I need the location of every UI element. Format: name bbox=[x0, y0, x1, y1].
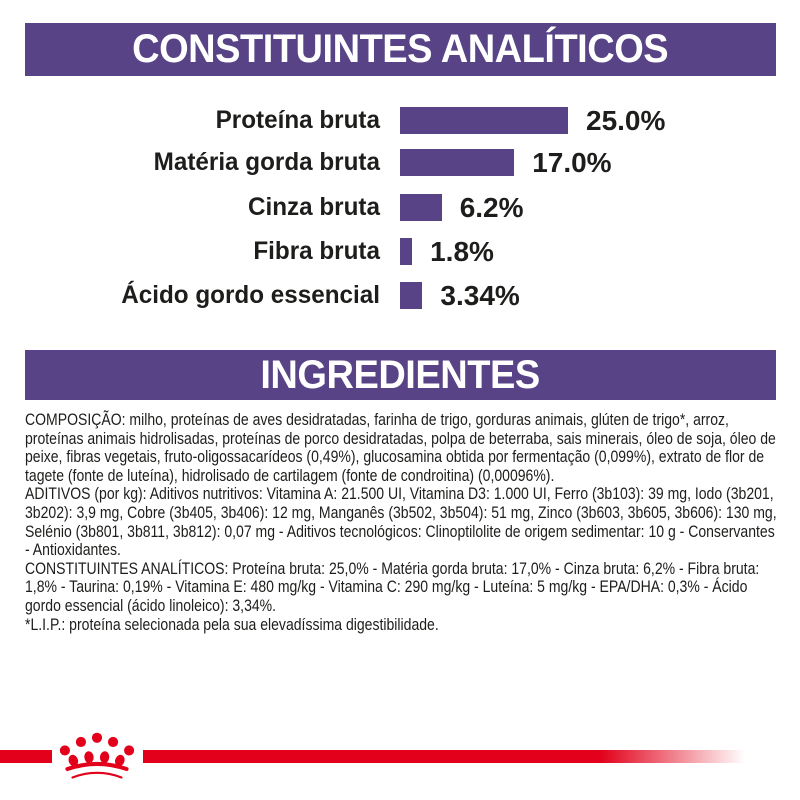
chart-bar bbox=[400, 107, 568, 134]
chart-category-label: Cinza bruta bbox=[247, 193, 380, 221]
chart-bar bbox=[400, 149, 515, 176]
chart-bar bbox=[400, 238, 413, 265]
royal-canin-crown-icon bbox=[59, 732, 135, 779]
analytical-constituents-title: CONSTITUINTES ANALÍTICOS bbox=[132, 27, 669, 71]
chart-row: Proteína bruta 25.0% bbox=[0, 104, 800, 136]
chart-value-label: 6.2% bbox=[459, 191, 524, 223]
chart-row: Matéria gorda bruta 17.0% bbox=[0, 146, 800, 178]
red-band-right-fade bbox=[143, 750, 745, 763]
additives-paragraph: ADITIVOS (por kg): Aditivos nutritivos: … bbox=[25, 485, 777, 560]
chart-value-label: 25.0% bbox=[586, 104, 666, 136]
composition-paragraph: COMPOSIÇÃO: milho, proteínas de aves des… bbox=[25, 411, 776, 485]
chart-row: Cinza bruta 6.2% bbox=[0, 191, 800, 223]
analytical-constituents-banner: CONSTITUINTES ANALÍTICOS bbox=[25, 23, 776, 76]
chart-category-label: Ácido gordo essencial bbox=[121, 281, 380, 309]
ingredients-title: INGREDIENTES bbox=[260, 352, 541, 397]
ingredients-text-block: COMPOSIÇÃO: milho, proteínas de aves des… bbox=[25, 411, 778, 634]
chart-category-label: Fibra bruta bbox=[253, 237, 380, 265]
chart-value-label: 17.0% bbox=[532, 146, 612, 178]
ingredients-banner: INGREDIENTES bbox=[25, 350, 776, 400]
lip-footnote-paragraph: *L.I.P.: proteína selecionada pela sua e… bbox=[25, 615, 439, 634]
red-band-left bbox=[0, 750, 52, 763]
analytical-constituents-chart: Proteína bruta 25.0% Matéria gorda bruta… bbox=[0, 0, 800, 330]
chart-value-label: 3.34% bbox=[440, 279, 520, 311]
chart-value-label: 1.8% bbox=[430, 235, 494, 267]
chart-category-label: Matéria gorda bruta bbox=[153, 148, 380, 176]
analytical-constituents-paragraph: CONSTITUINTES ANALÍTICOS: Proteína bruta… bbox=[25, 559, 760, 615]
chart-bar bbox=[400, 282, 423, 309]
chart-row: Ácido gordo essencial 3.34% bbox=[0, 279, 800, 311]
footer bbox=[0, 720, 800, 800]
chart-category-label: Proteína bruta bbox=[215, 106, 380, 134]
chart-row: Fibra bruta 1.8% bbox=[0, 235, 800, 267]
chart-bar bbox=[400, 194, 442, 221]
